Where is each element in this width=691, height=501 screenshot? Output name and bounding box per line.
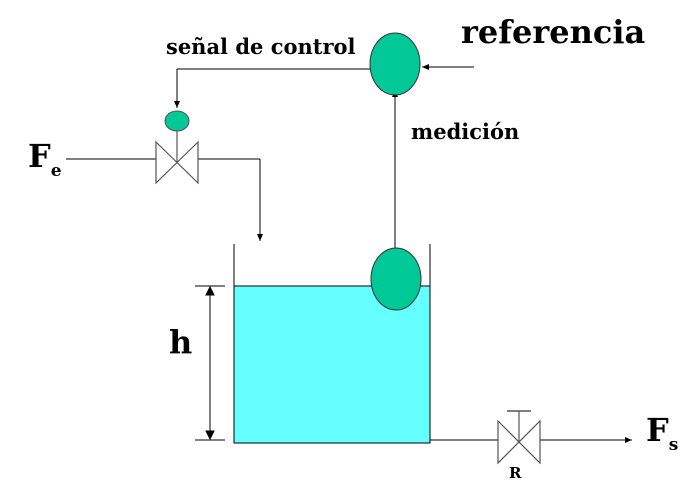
inflow-label: Fe <box>28 140 62 180</box>
valve-actuator <box>164 110 190 132</box>
resistance-label: R <box>509 464 522 482</box>
control-signal-label: señal de control <box>166 34 356 59</box>
measurement-label: medición <box>411 119 520 144</box>
outflow-valve <box>497 410 541 465</box>
controller <box>369 32 421 96</box>
water-fill <box>233 285 431 444</box>
inflow-label-sub: e <box>50 161 62 181</box>
reference-label: referencia <box>461 13 646 51</box>
outflow-label-sub: s <box>668 435 679 455</box>
level-sensor <box>370 247 422 311</box>
outflow-label: Fs <box>646 414 678 454</box>
level-label: h <box>169 323 193 361</box>
inflow-line <box>66 158 263 241</box>
level-dimension <box>195 285 225 441</box>
tank <box>233 244 431 443</box>
control-signal-line <box>174 68 370 108</box>
outflow-label-main: F <box>646 411 669 449</box>
inflow-control-valve <box>155 110 199 185</box>
inflow-label-main: F <box>28 137 51 175</box>
